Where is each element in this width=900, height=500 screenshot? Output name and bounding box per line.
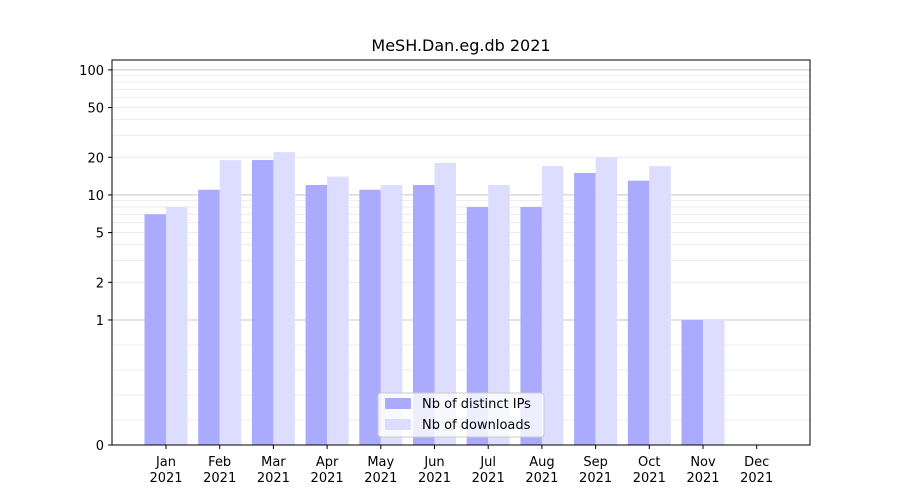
bar-downloads <box>380 185 403 445</box>
x-tick-label-month: May <box>367 455 394 470</box>
y-tick-label: 5 <box>96 227 104 242</box>
x-tick-label-year: 2021 <box>633 471 666 486</box>
legend-swatch-downloads <box>385 419 411 430</box>
bar-distinct-ips <box>144 214 166 445</box>
x-tick-label-year: 2021 <box>686 471 719 486</box>
bar-distinct-ips <box>681 319 703 445</box>
bar-downloads <box>595 157 618 445</box>
bar-distinct-ips <box>305 185 328 445</box>
x-tick-label-month: Sep <box>583 455 608 470</box>
x-axis-ticks: Jan2021Feb2021Mar2021Apr2021May2021Jun20… <box>149 445 773 486</box>
bar-downloads <box>219 160 242 445</box>
bar-distinct-ips <box>198 189 220 445</box>
plot-frame <box>111 59 811 446</box>
bar-downloads <box>541 166 564 445</box>
x-tick-label-month: Jan <box>155 455 176 470</box>
x-tick-label-month: Jun <box>423 455 444 470</box>
x-tick-label-month: Apr <box>316 455 339 470</box>
y-tick-label: 1 <box>96 314 104 329</box>
x-tick-label-month: Aug <box>529 455 554 470</box>
x-tick-label-year: 2021 <box>364 471 397 486</box>
legend-box <box>377 392 545 438</box>
bar-downloads <box>488 185 510 445</box>
y-tick-label: 50 <box>87 102 104 117</box>
y-tick-label: 2 <box>96 276 104 291</box>
y-tick-label: 100 <box>79 64 104 79</box>
bar-downloads <box>166 207 188 445</box>
bar-distinct-ips <box>251 160 274 445</box>
bar-distinct-ips <box>574 172 596 445</box>
x-tick-label-month: Oct <box>638 455 660 470</box>
legend-label-distinct-ips: Nb of distinct IPs <box>422 397 531 412</box>
x-tick-label-year: 2021 <box>579 471 612 486</box>
bar-downloads <box>703 319 725 445</box>
x-tick-label-year: 2021 <box>740 471 773 486</box>
y-tick-label: 0 <box>96 439 104 454</box>
x-tick-label-month: Dec <box>744 455 769 470</box>
x-tick-label-year: 2021 <box>418 471 451 486</box>
x-tick-label-month: Mar <box>261 455 286 470</box>
bar-distinct-ips <box>520 207 542 445</box>
chart-title: MeSH.Dan.eg.db 2021 <box>371 36 550 55</box>
x-tick-label-year: 2021 <box>311 471 344 486</box>
bar-distinct-ips <box>413 185 435 445</box>
x-tick-label-year: 2021 <box>472 471 505 486</box>
x-tick-label-year: 2021 <box>149 471 182 486</box>
y-axis-ticks: 0 1 2 5 10 20 50 100 <box>79 64 112 454</box>
bar-distinct-ips <box>359 189 381 445</box>
bars-group <box>144 152 725 445</box>
x-tick-label-month: Jul <box>479 455 496 470</box>
x-tick-label-month: Nov <box>690 455 716 470</box>
x-tick-label-year: 2021 <box>525 471 558 486</box>
bar-downloads <box>327 176 349 445</box>
bar-distinct-ips <box>627 180 650 445</box>
legend: Nb of distinct IPs Nb of downloads <box>377 392 545 438</box>
bar-downloads <box>649 166 671 445</box>
legend-label-downloads: Nb of downloads <box>422 418 531 433</box>
bar-downloads <box>434 163 456 445</box>
legend-swatch-distinct-ips <box>385 398 411 409</box>
x-tick-label-year: 2021 <box>203 471 236 486</box>
bar-downloads <box>273 152 295 445</box>
bar-distinct-ips <box>466 207 489 445</box>
x-tick-label-month: Feb <box>208 455 231 470</box>
x-tick-label-year: 2021 <box>257 471 290 486</box>
y-tick-label: 10 <box>87 189 104 204</box>
y-tick-label: 20 <box>87 151 104 166</box>
